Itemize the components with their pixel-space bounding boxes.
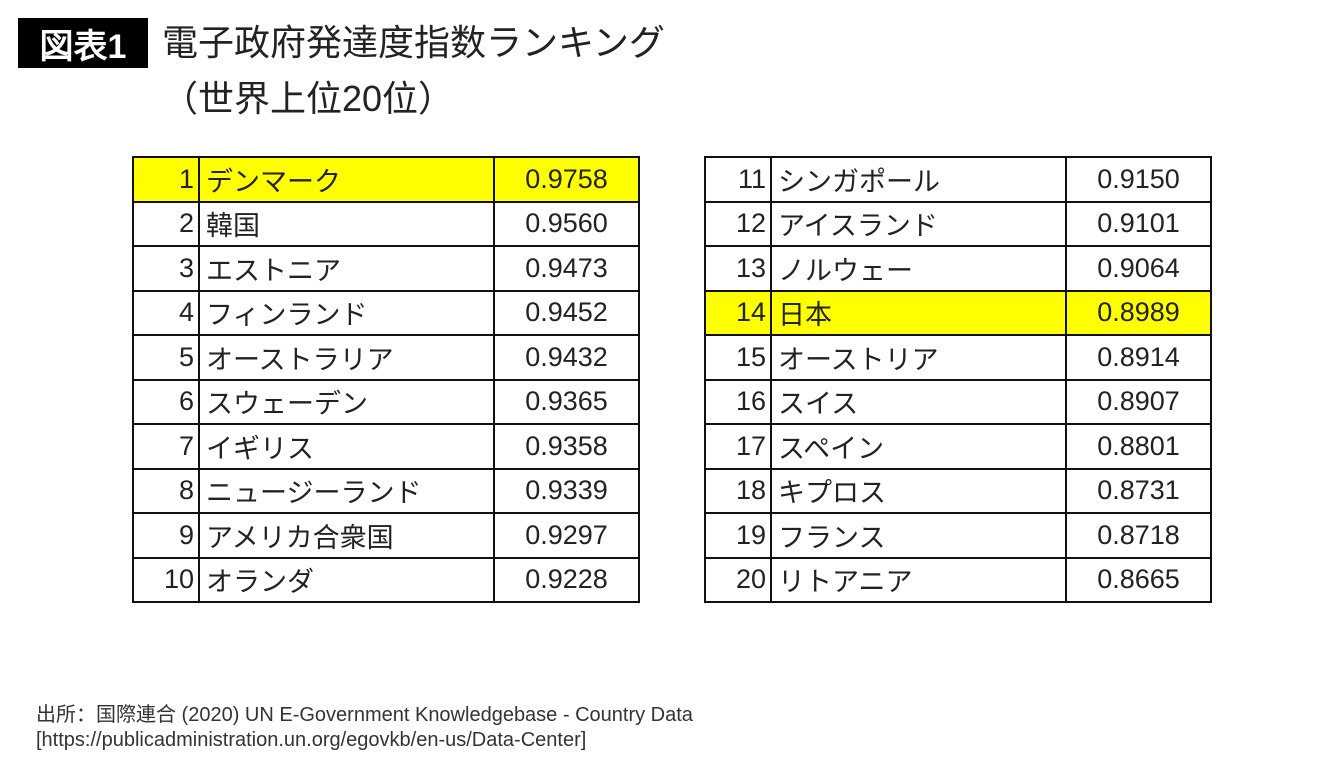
table-row: 9 アメリカ合衆国 0.9297 bbox=[132, 512, 640, 559]
ranking-table-left: 1 デンマーク 0.9758 2 韓国 0.9560 3 エストニア 0.9473 4 フィンランド… bbox=[132, 156, 640, 603]
page-title: 電子政府発達度指数ランキング bbox=[162, 22, 665, 63]
figure-badge: 図表1 bbox=[18, 18, 148, 68]
country-cell: オーストリア bbox=[770, 334, 1067, 381]
source-note: 出所：国際連合 (2020) UN E-Government Knowledge… bbox=[36, 704, 693, 726]
rank-cell: 12 bbox=[704, 200, 772, 247]
rank-cell: 14 bbox=[704, 289, 772, 336]
score-cell: 0.9473 bbox=[493, 245, 640, 292]
score-cell: 0.8989 bbox=[1065, 289, 1212, 336]
score-cell: 0.9297 bbox=[493, 512, 640, 559]
rank-cell: 17 bbox=[704, 423, 772, 470]
score-cell: 0.8731 bbox=[1065, 467, 1212, 514]
table-row: 19 フランス 0.8718 bbox=[704, 512, 1212, 559]
score-cell: 0.8907 bbox=[1065, 378, 1212, 425]
table-row: 2 韓国 0.9560 bbox=[132, 200, 640, 247]
table-row: 20 リトアニア 0.8665 bbox=[704, 556, 1212, 603]
score-cell: 0.8801 bbox=[1065, 423, 1212, 470]
country-cell: ノルウェー bbox=[770, 245, 1067, 292]
source-url: [https://publicadministration.un.org/ego… bbox=[36, 729, 587, 751]
score-cell: 0.9228 bbox=[493, 556, 640, 603]
score-cell: 0.9432 bbox=[493, 334, 640, 381]
ranking-table-right: 11 シンガポール 0.9150 12 アイスランド 0.9101 13 ノルウェー 0.906… bbox=[704, 156, 1212, 603]
rank-cell: 16 bbox=[704, 378, 772, 425]
table-row: 12 アイスランド 0.9101 bbox=[704, 200, 1212, 247]
table-row: 10 オランダ 0.9228 bbox=[132, 556, 640, 603]
country-cell: アイスランド bbox=[770, 200, 1067, 247]
score-cell: 0.9365 bbox=[493, 378, 640, 425]
score-cell: 0.9758 bbox=[493, 156, 640, 203]
rank-cell: 18 bbox=[704, 467, 772, 514]
country-cell: アメリカ合衆国 bbox=[198, 512, 495, 559]
rank-cell: 13 bbox=[704, 245, 772, 292]
country-cell: 日本 bbox=[770, 289, 1067, 336]
country-cell: ニュージーランド bbox=[198, 467, 495, 514]
rank-cell: 20 bbox=[704, 556, 772, 603]
country-cell: オーストラリア bbox=[198, 334, 495, 381]
score-cell: 0.8914 bbox=[1065, 334, 1212, 381]
table-row: 15 オーストリア 0.8914 bbox=[704, 334, 1212, 381]
table-row: 5 オーストラリア 0.9432 bbox=[132, 334, 640, 381]
country-cell: オランダ bbox=[198, 556, 495, 603]
country-cell: エストニア bbox=[198, 245, 495, 292]
table-row: 16 スイス 0.8907 bbox=[704, 378, 1212, 425]
score-cell: 0.9452 bbox=[493, 289, 640, 336]
rank-cell: 6 bbox=[132, 378, 200, 425]
page-subtitle: （世界上位20位） bbox=[162, 78, 455, 119]
rank-cell: 8 bbox=[132, 467, 200, 514]
score-cell: 0.9339 bbox=[493, 467, 640, 514]
rank-cell: 1 bbox=[132, 156, 200, 203]
score-cell: 0.9150 bbox=[1065, 156, 1212, 203]
rank-cell: 4 bbox=[132, 289, 200, 336]
rank-cell: 7 bbox=[132, 423, 200, 470]
country-cell: スイス bbox=[770, 378, 1067, 425]
score-cell: 0.9064 bbox=[1065, 245, 1212, 292]
rank-cell: 19 bbox=[704, 512, 772, 559]
score-cell: 0.9560 bbox=[493, 200, 640, 247]
table-row: 13 ノルウェー 0.9064 bbox=[704, 245, 1212, 292]
table-row: 8 ニュージーランド 0.9339 bbox=[132, 467, 640, 514]
rank-cell: 10 bbox=[132, 556, 200, 603]
score-cell: 0.9101 bbox=[1065, 200, 1212, 247]
table-row: 18 キプロス 0.8731 bbox=[704, 467, 1212, 514]
score-cell: 0.8718 bbox=[1065, 512, 1212, 559]
rank-cell: 2 bbox=[132, 200, 200, 247]
table-row: 4 フィンランド 0.9452 bbox=[132, 289, 640, 336]
country-cell: スウェーデン bbox=[198, 378, 495, 425]
rank-cell: 15 bbox=[704, 334, 772, 381]
table-row: 11 シンガポール 0.9150 bbox=[704, 156, 1212, 203]
table-row: 3 エストニア 0.9473 bbox=[132, 245, 640, 292]
country-cell: 韓国 bbox=[198, 200, 495, 247]
table-row: 1 デンマーク 0.9758 bbox=[132, 156, 640, 203]
country-cell: キプロス bbox=[770, 467, 1067, 514]
table-row: 17 スペイン 0.8801 bbox=[704, 423, 1212, 470]
country-cell: デンマーク bbox=[198, 156, 495, 203]
country-cell: シンガポール bbox=[770, 156, 1067, 203]
rank-cell: 3 bbox=[132, 245, 200, 292]
rank-cell: 5 bbox=[132, 334, 200, 381]
country-cell: フランス bbox=[770, 512, 1067, 559]
country-cell: イギリス bbox=[198, 423, 495, 470]
score-cell: 0.9358 bbox=[493, 423, 640, 470]
table-row: 14 日本 0.8989 bbox=[704, 289, 1212, 336]
rank-cell: 9 bbox=[132, 512, 200, 559]
score-cell: 0.8665 bbox=[1065, 556, 1212, 603]
table-row: 7 イギリス 0.9358 bbox=[132, 423, 640, 470]
country-cell: リトアニア bbox=[770, 556, 1067, 603]
country-cell: スペイン bbox=[770, 423, 1067, 470]
rank-cell: 11 bbox=[704, 156, 772, 203]
country-cell: フィンランド bbox=[198, 289, 495, 336]
table-row: 6 スウェーデン 0.9365 bbox=[132, 378, 640, 425]
